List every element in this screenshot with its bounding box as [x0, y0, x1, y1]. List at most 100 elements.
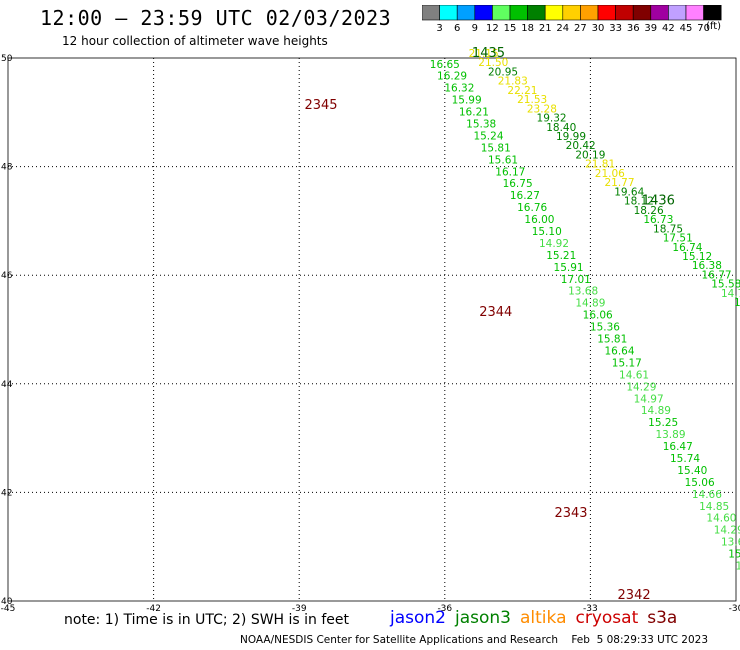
wave-height-label: 22.21: [507, 85, 537, 97]
colorbar-tick-label: 24: [556, 23, 569, 34]
wave-height-label: 18.12: [624, 196, 654, 208]
colorbar: 3 6 9 12 15 18 21 24 27 30 33 36 39 42 45 70: [422, 5, 722, 34]
y-tick-label: 50: [1, 54, 13, 64]
wave-height-label: 14.73: [721, 288, 740, 300]
colorbar-tick-label: 36: [627, 23, 640, 34]
wave-height-label: 19.99: [556, 131, 586, 143]
wave-height-label: 21.15: [469, 48, 499, 60]
x-tick-label: -33: [583, 604, 598, 614]
wave-height-label: 14.97: [634, 393, 664, 405]
wave-height-label: 15.25: [648, 417, 678, 429]
wave-height-label: 17.01: [561, 274, 591, 286]
wave-height-label: 15.81: [481, 142, 511, 154]
colorbar-tick-label: 12: [486, 23, 499, 34]
wave-height-label: 15.02: [728, 549, 740, 561]
wave-height-label: 15.99: [452, 95, 482, 107]
wave-height-label: 13.89: [655, 429, 685, 441]
wave-height-label: 17.51: [663, 233, 693, 245]
colorbar-tick-label: 42: [662, 23, 675, 34]
wave-height-label: 16.64: [604, 345, 634, 357]
wave-height-label: 15.12: [682, 251, 712, 263]
chart-title: 12:00 – 23:59 UTC 02/03/2023: [40, 6, 392, 30]
colorbar-tick-label: 33: [609, 23, 622, 34]
track-number-label: 1435: [472, 46, 505, 61]
wave-height-label: 14.29: [714, 525, 740, 537]
colorbar-tick-label: 6: [454, 23, 460, 34]
wave-height-label: 14.92: [539, 238, 569, 250]
track-number-label: 2342: [618, 588, 651, 603]
wave-height-label: 12.07: [736, 561, 740, 573]
credit-line: NOAA/NESDIS Center for Satellite Applica…: [240, 634, 708, 646]
wave-height-label: 16.77: [702, 269, 732, 281]
wave-height-label: 16.75: [503, 178, 533, 190]
x-tick-label: -36: [437, 604, 452, 614]
wave-height-label: 15.81: [597, 334, 627, 346]
track-number-label: 2343: [554, 506, 587, 521]
track-number-label: 1436: [642, 194, 675, 209]
wave-height-label: 16.74: [672, 242, 702, 254]
wave-height-label: 13.68: [568, 286, 598, 298]
wave-height-label: 16.00: [524, 214, 554, 226]
wave-height-label: 15.17: [612, 357, 642, 369]
colorbar-tick-label: 70: [697, 23, 710, 34]
legend-entry-jason3: jason3: [455, 608, 511, 628]
wave-height-label: 16.6: [734, 297, 740, 309]
wave-height-label: 15.61: [488, 154, 518, 166]
wave-height-label: 20.42: [566, 140, 596, 152]
x-tick-label: -30: [729, 604, 740, 614]
wave-height-label: 18.40: [546, 122, 576, 134]
wave-height-label: 14.66: [692, 489, 722, 501]
satellite-legend: jason2 jason3 altika cryosat s3a: [390, 608, 686, 628]
track-number-label: 2345: [304, 98, 337, 113]
colorbar-tick-label: 39: [644, 23, 657, 34]
wave-height-label: 14.29: [626, 381, 656, 393]
wave-height-label: 15.74: [670, 453, 700, 465]
wave-height-label: 19.64: [614, 186, 644, 198]
chart-subtitle: 12 hour collection of altimeter wave hei…: [62, 34, 328, 48]
legend-entry-jason2: jason2: [390, 608, 446, 628]
colorbar-tick-label: 27: [574, 23, 587, 34]
colorbar-tick-label: 15: [504, 23, 517, 34]
wave-height-label: 15.24: [473, 130, 503, 142]
wave-height-label: 16.27: [510, 190, 540, 202]
wave-height-label: 20.19: [575, 149, 605, 161]
wave-height-label: 16.76: [517, 202, 547, 214]
track-number-label: 2344: [479, 305, 512, 320]
wave-height-label: 16.32: [444, 83, 474, 95]
x-tick-label: -45: [1, 604, 16, 614]
wave-height-label: 15.40: [677, 465, 707, 477]
legend-entry-altika: altika: [520, 608, 567, 628]
wave-height-label: 19.32: [537, 113, 567, 125]
wave-height-label: 14.60: [706, 513, 736, 525]
wave-height-label: 15.10: [532, 226, 562, 238]
wave-height-label: 13.65: [721, 537, 740, 549]
wave-height-label: 15.36: [590, 322, 620, 334]
wave-height-label: 16.65: [430, 59, 460, 71]
wave-height-label: 18.26: [634, 205, 664, 217]
wave-height-label: 21.81: [585, 159, 615, 171]
wave-height-label: 23.28: [527, 103, 557, 115]
plot-frame: [7, 57, 737, 602]
colorbar-tick-label: 30: [592, 23, 605, 34]
colorbar-tick-label: 45: [680, 23, 693, 34]
footnote: note: 1) Time is in UTC; 2) SWH is in fe…: [64, 612, 350, 628]
wave-height-label: 16.29: [437, 71, 467, 83]
wave-height-label: 15.21: [546, 250, 576, 262]
wave-height-label: 20.95: [488, 66, 518, 78]
wave-height-label: 14.89: [575, 298, 605, 310]
wave-height-label: 16.73: [643, 214, 673, 226]
colorbar-tick-label: 21: [539, 23, 552, 34]
y-tick-label: 46: [1, 271, 13, 281]
y-tick-label: 42: [1, 488, 12, 498]
wave-height-label: 21.06: [595, 168, 625, 180]
wave-height-label: 16.21: [459, 107, 489, 119]
colorbar-tick-label: 9: [472, 23, 478, 34]
colorbar-tick-label: 18: [521, 23, 534, 34]
wave-height-label: 14.85: [699, 501, 729, 513]
wave-height-label: 15.06: [685, 477, 715, 489]
legend-entry-s3a: s3a: [647, 608, 678, 628]
x-tick-label: -39: [292, 604, 307, 614]
wave-height-label: 21.77: [604, 177, 634, 189]
wave-height-label: 21.50: [478, 57, 508, 69]
wave-height-label: 16.17: [495, 166, 525, 178]
